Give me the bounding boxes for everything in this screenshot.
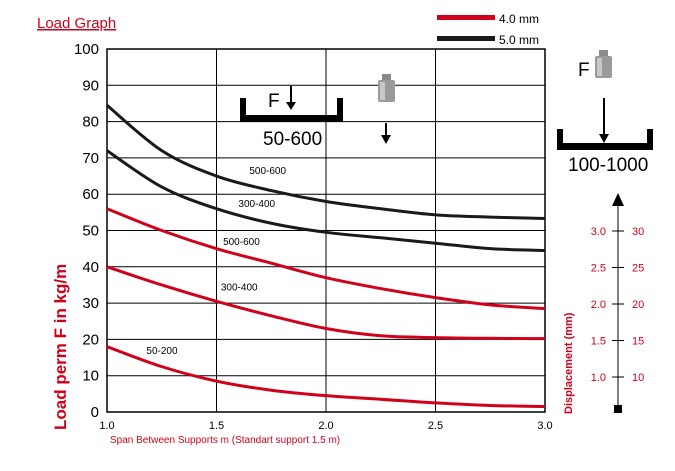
legend-swatch-4mm [437, 15, 495, 20]
grid [106, 48, 546, 413]
profile-label-large: 100-1000 [568, 155, 648, 176]
x-tick-label: 2.5 [428, 420, 443, 432]
x-tick-label: 1.5 [209, 420, 224, 432]
series-label-0: 500-600 [249, 166, 286, 177]
x-tick-labels: 1.0 1.5 2.0 2.5 3.0 [99, 420, 552, 432]
series-line-3 [106, 265, 546, 341]
x-tick-label: 1.0 [99, 420, 114, 432]
force-label-large: F [578, 60, 590, 81]
displacement-tick-left: 1.5 [591, 336, 606, 348]
displacement-tick-right: 25 [632, 263, 644, 275]
profile-wall-right-large [647, 129, 653, 150]
displacement-label: Displacement (mm) [563, 312, 575, 414]
y-tick-label: 10 [82, 368, 99, 385]
legend-label-4mm: 4.0 mm [499, 12, 539, 26]
series-label-4: 50-200 [146, 346, 178, 357]
series-line-4 [106, 345, 546, 409]
displacement-base-marker [614, 405, 622, 413]
y-tick-label: 100 [74, 41, 99, 58]
profile-base-small [240, 115, 343, 122]
displacement-tick-right: 20 [632, 299, 644, 311]
legend-label-5mm: 5.0 mm [499, 33, 539, 47]
displacement-tick-left: 2.0 [591, 299, 606, 311]
series-labels: 500-600 300-400 500-600 300-400 50-200 [146, 166, 286, 357]
weight-icon-large [595, 50, 612, 78]
series-label-1: 300-400 [238, 199, 275, 210]
legend: 4.0 mm 5.0 mm [437, 12, 539, 47]
profile-wall-left-large [557, 129, 563, 150]
series-lines [106, 104, 546, 409]
series-line-1 [106, 149, 546, 252]
down-arrowhead-small [381, 135, 391, 144]
weight-icon [378, 74, 395, 102]
chart-title: Load Graph [37, 15, 116, 32]
y-tick-label: 40 [82, 259, 99, 276]
profile-base-large [557, 143, 653, 150]
profile-diagram-small: F 50-600 [240, 74, 395, 150]
y-tick-label: 0 [91, 404, 99, 421]
x-tick-label: 3.0 [537, 420, 552, 432]
profile-wall-right-small [337, 98, 343, 122]
y-tick-label: 80 [82, 114, 99, 131]
x-axis-label: Span Between Supports m (Standart suppor… [110, 435, 340, 446]
displacement-tick-left: 2.5 [591, 263, 606, 275]
force-arrowhead-small [286, 102, 296, 110]
displacement-scale: 3.0 30 2.5 25 2.0 20 1.5 15 1.0 10 Displacement (… [563, 193, 644, 414]
force-label-small: F [268, 91, 280, 112]
y-tick-label: 70 [82, 150, 99, 167]
y-axis-label: Load perm F in kg/m [51, 264, 70, 430]
profile-diagram-large: F 100-1000 [557, 50, 653, 176]
y-tick-label: 60 [82, 186, 99, 203]
displacement-tick-left: 1.0 [591, 372, 606, 384]
y-tick-label: 30 [82, 295, 99, 312]
profile-label-small: 50-600 [263, 129, 322, 150]
profile-wall-left-small [240, 98, 246, 122]
y-tick-label: 90 [82, 77, 99, 94]
displacement-tick-left: 3.0 [591, 226, 606, 238]
y-tick-label: 20 [82, 331, 99, 348]
displacement-tick-right: 15 [632, 336, 644, 348]
legend-swatch-5mm [437, 36, 495, 41]
displacement-tick-right: 10 [632, 372, 644, 384]
plot-frame [106, 48, 546, 413]
series-line-0 [106, 104, 546, 221]
series-label-2: 500-600 [223, 237, 260, 248]
series-label-3: 300-400 [221, 282, 258, 293]
displacement-tick-right: 30 [632, 226, 644, 238]
y-tick-labels: 0 10 20 30 40 50 60 70 80 90 100 [74, 41, 99, 421]
x-tick-label: 2.0 [318, 420, 333, 432]
displacement-arrowhead [612, 193, 624, 206]
displacement-ticks: 3.0 30 2.5 25 2.0 20 1.5 15 1.0 10 [591, 226, 645, 384]
series-line-2 [106, 207, 546, 311]
y-tick-label: 50 [82, 223, 99, 240]
force-arrowhead-large [599, 134, 609, 143]
